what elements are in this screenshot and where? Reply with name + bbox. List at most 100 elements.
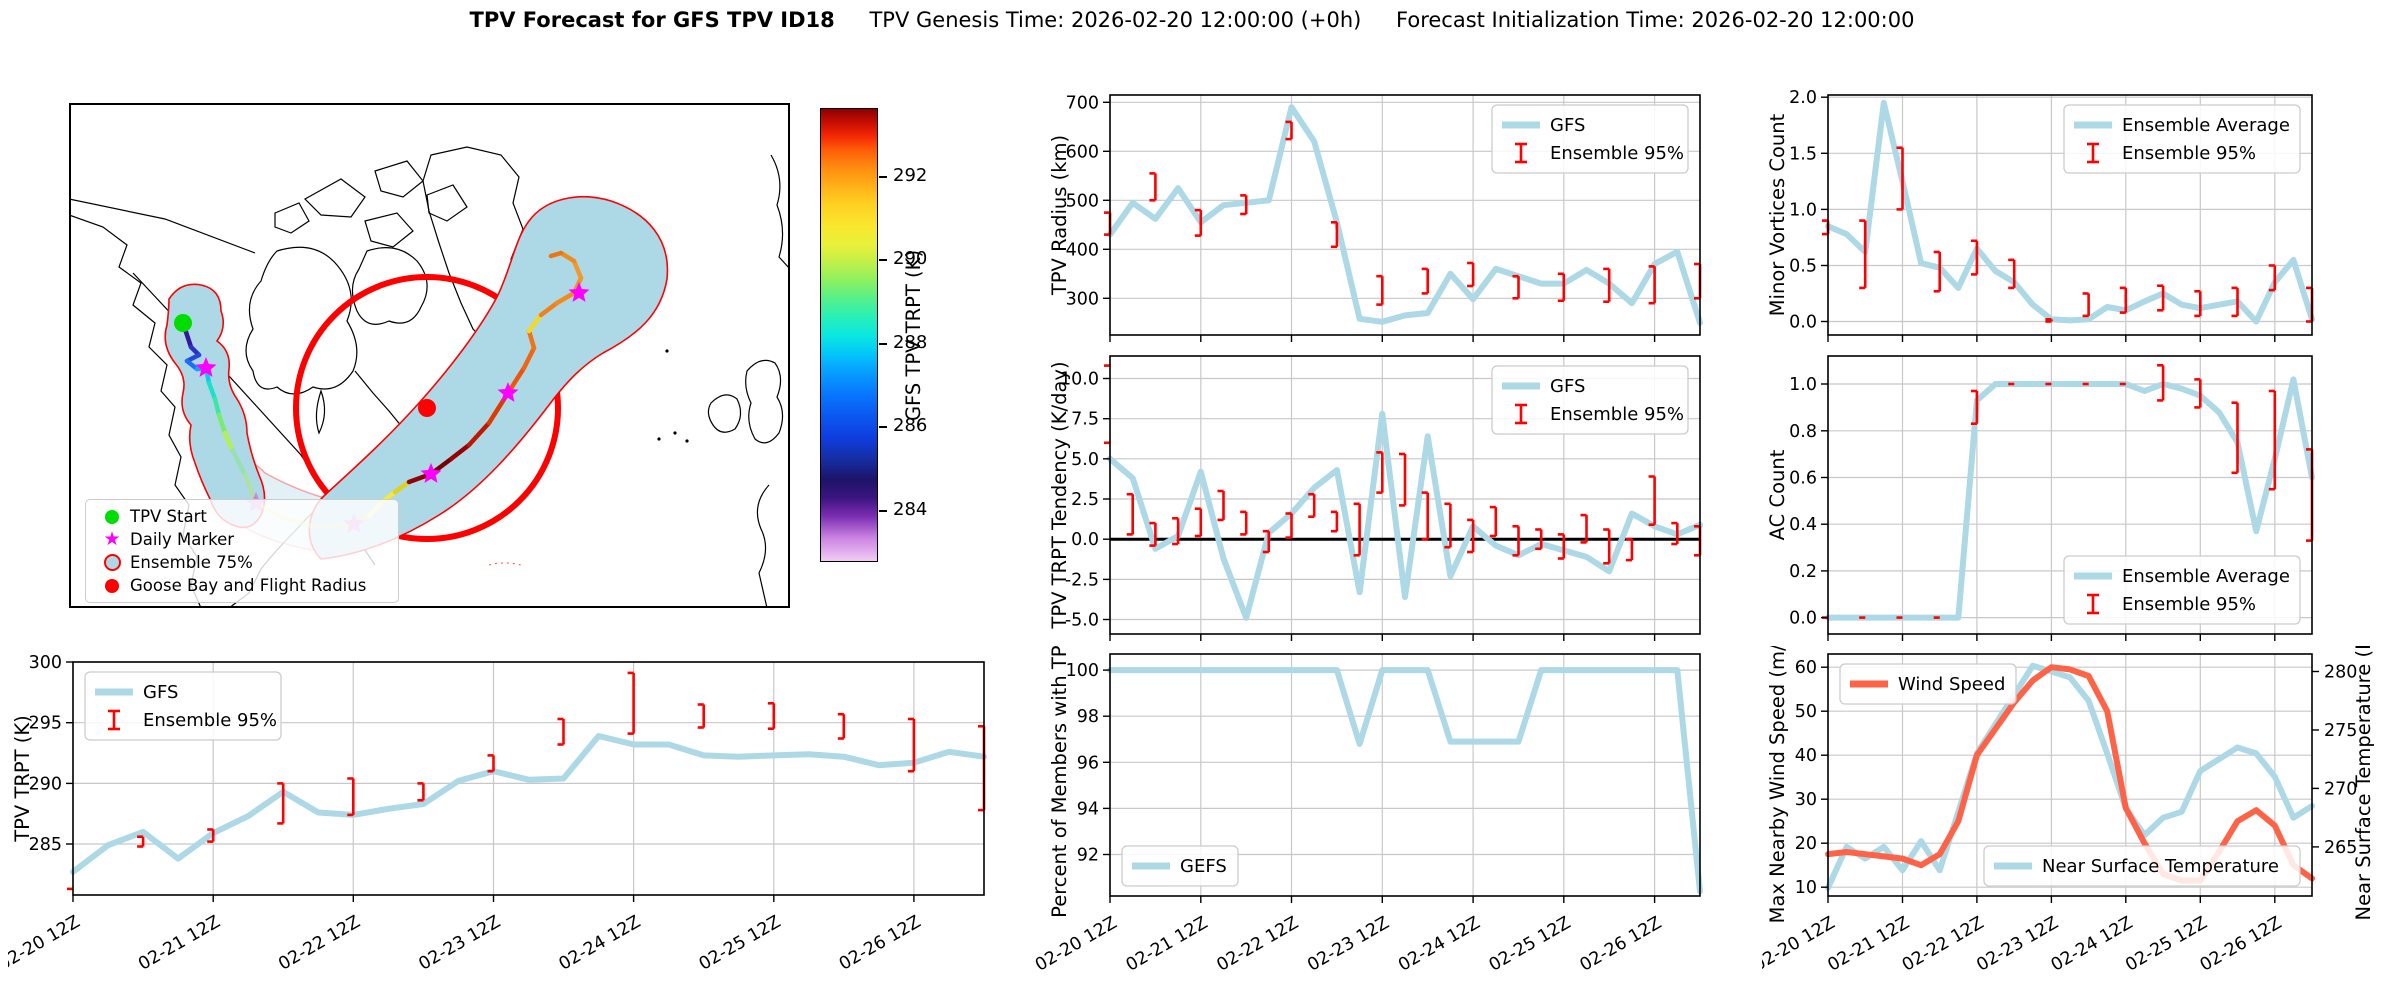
x-tick-label: 02-25 12Z	[2122, 913, 2211, 976]
legend-label: Ensemble 95%	[2122, 594, 2256, 615]
title-main: TPV Forecast for GFS TPV ID18	[469, 8, 835, 32]
axes-frame	[72, 661, 985, 896]
y-tick-label: 700	[1066, 93, 1099, 113]
y-axis-label: TPV TRPT Tendency (K/day)	[1048, 361, 1071, 629]
chart-legend: Near Surface Temperature	[1983, 845, 2301, 887]
y-tick-label: 500	[1066, 191, 1099, 211]
x-tick-label: 02-26 12Z	[836, 912, 925, 975]
x-tick-label: 02-20 12Z	[1035, 913, 1121, 976]
y-tick-label: 1.0	[1789, 200, 1817, 220]
flight-radius-circle	[293, 274, 561, 542]
daily-marker	[497, 382, 519, 402]
y-tick-label: 20	[1795, 834, 1817, 854]
chart-legend: GFS Ensemble 95%	[1491, 365, 1689, 435]
chart-legend: GEFS	[1121, 845, 1239, 887]
right-y-tick-label: 280	[2324, 663, 2357, 683]
x-tick-label: 02-21 12Z	[1123, 913, 1212, 976]
colorbar-tick	[879, 509, 887, 512]
x-tick-label: 02-23 12Z	[1304, 913, 1393, 976]
x-tick-label: 02-26 12Z	[1577, 913, 1666, 976]
y-tick-label: 0.8	[1789, 422, 1817, 442]
x-tick-label: 02-22 12Z	[1899, 913, 1988, 976]
chart-legend: Ensemble Average Ensemble 95%	[2063, 104, 2301, 174]
legend-label: Ensemble 95%	[1550, 404, 1684, 425]
axes-frame	[1109, 94, 1701, 336]
ensemble-95-errorbars	[1104, 364, 1702, 565]
chart-tpv-trpt: 285 290 295 300 02-20 12Z 02-21 12Z 02-22 12Z 0…	[0, 650, 998, 979]
y-axis-label: TPV TRPT (K)	[11, 715, 34, 843]
y-tick-label: 400	[1066, 240, 1099, 260]
ensemble-75-legend-icon	[103, 554, 121, 571]
y-tick-label: 96	[1077, 753, 1099, 773]
colorbar-tick-label: 290	[893, 248, 928, 270]
legend-label: Ensemble 95%	[2122, 143, 2256, 164]
colorbar-tick	[879, 426, 887, 429]
y-axis-label: AC Count	[1766, 449, 1789, 540]
colorbar-tick	[879, 342, 887, 345]
gfs-line	[1107, 104, 1703, 326]
chart-tpv-trpt-tendency: -5.0 -2.5 0.0 2.5 5.0 7.5 10.0 TPV TRPT Tendenc…	[1035, 346, 1707, 646]
legend-label: GEFS	[1180, 856, 1227, 877]
colorbar: 284 286 288 290 292	[820, 108, 927, 562]
colorbar-tick	[879, 259, 887, 262]
map-legend-item: Ensemble 75%	[94, 551, 390, 574]
colorbar-tick-label: 286	[893, 415, 928, 437]
legend-label: Ensemble 95%	[1550, 143, 1684, 164]
legend-label: Ensemble Average	[2122, 566, 2290, 587]
legend-label: GFS	[1550, 376, 1585, 397]
axes-frame	[1109, 653, 1701, 897]
x-tick-label: 02-24 12Z	[2048, 913, 2137, 976]
axes-frame	[1827, 94, 2313, 336]
legend-label: Ensemble Average	[2122, 115, 2290, 136]
y-tick-label: 0.0	[1789, 609, 1817, 629]
y-tick-label: 92	[1077, 846, 1099, 866]
x-tick-label: 02-24 12Z	[556, 912, 645, 975]
x-tick-label: 02-24 12Z	[1395, 913, 1484, 976]
x-tick-label: 02-25 12Z	[696, 912, 785, 975]
y-axis-label: Minor Vortices Count	[1766, 113, 1789, 316]
chart-legend: Wind Speed	[1839, 663, 2017, 705]
y-tick-label: 60	[1795, 658, 1817, 678]
y-tick-label: 300	[1066, 289, 1099, 309]
y-tick-label: 100	[1066, 661, 1099, 681]
map-legend-item: TPV Start	[94, 505, 390, 528]
chart-wind-speed-temp: 10 20 30 40 50 60 265 270 275 280 Near Surface Tem…	[1750, 627, 2384, 980]
ensemble-average-line	[1825, 99, 2315, 325]
y-axis-label: Max Nearby Wind Speed (m/s)	[1766, 646, 1789, 923]
x-tick-label: 02-26 12Z	[2197, 913, 2286, 976]
y-tick-label: 0.5	[1789, 257, 1817, 277]
chart-minor-vortices: 0.0 0.5 1.0 1.5 2.0 Minor Vortices Count Ensem…	[1762, 85, 2384, 347]
y-tick-label: 0.4	[1789, 515, 1817, 535]
y-tick-label: 0.6	[1789, 469, 1817, 489]
y-tick-label: 7.5	[1071, 410, 1099, 430]
map-legend: TPV Start ★ Daily Marker Ensemble 75% Goose …	[85, 499, 399, 603]
map-legend-item: Goose Bay and Flight Radius	[94, 574, 390, 597]
colorbar-tick-label: 284	[893, 498, 928, 520]
chart-tpv-radius: 300 400 500 600 700 TPV Radius (km) GFS Ensembl…	[1035, 85, 1707, 347]
map-legend-label: Daily Marker	[130, 530, 235, 549]
goose-bay-legend-icon	[105, 578, 119, 593]
x-tick-label: 02-23 12Z	[1973, 913, 2062, 976]
map-panel: TPV Start ★ Daily Marker Ensemble 75% Goose …	[69, 103, 790, 608]
wind-speed-line	[1825, 664, 2315, 884]
y-tick-label: 98	[1077, 707, 1099, 727]
map-legend-label: Ensemble 75%	[130, 553, 253, 572]
page-title: TPV Forecast for GFS TPV ID18 TPV Genesi…	[0, 8, 2384, 32]
y-tick-label: 0.2	[1789, 562, 1817, 582]
tpv-start-legend-icon	[105, 509, 119, 524]
map-legend-label: TPV Start	[130, 507, 207, 526]
chart-legend: Ensemble Average Ensemble 95%	[2063, 555, 2301, 625]
ensemble-95-errorbars	[1822, 146, 2314, 323]
x-tick-label: 02-22 12Z	[275, 912, 364, 975]
map-legend-item: ★ Daily Marker	[94, 528, 390, 551]
x-tick-label: 02-21 12Z	[1824, 913, 1913, 976]
tpv-start-marker	[174, 314, 192, 332]
ensemble-95-errorbars	[1104, 120, 1702, 306]
axes-frame	[1827, 653, 2313, 897]
daily-marker-legend-icon: ★	[103, 528, 121, 550]
y-tick-label: 94	[1077, 799, 1099, 819]
y-tick-label: 30	[1795, 790, 1817, 810]
title-init-time: Forecast Initialization Time: 2026-02-20…	[1396, 8, 1915, 32]
y-tick-label: 290	[29, 774, 62, 794]
chart-percent-members: 92 94 96 98 100 02-20 12Z 02-21 12Z 02-22 12Z 02…	[1032, 631, 1707, 980]
